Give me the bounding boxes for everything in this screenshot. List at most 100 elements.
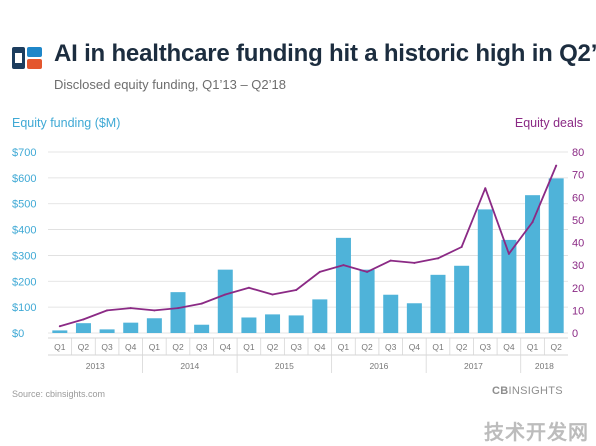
deals-series-line — [59, 165, 558, 328]
deals-point — [247, 286, 250, 289]
funding-bar — [146, 318, 162, 333]
quarter-label: Q3 — [101, 342, 113, 352]
x-axis: Q1 Q2 Q3 Q4 Q1 Q2 Q3 Q4 Q1 Q2 Q3 Q4 Q1 Q2 Q3 Q4 Q1 Q2 Q3 Q4… — [48, 337, 568, 373]
funding-bar — [99, 329, 115, 333]
quarter-label: Q1 — [54, 342, 66, 352]
funding-bar — [217, 269, 233, 333]
funding-bar — [241, 317, 257, 333]
quarter-label: Q2 — [456, 342, 468, 352]
right-tick-label: 80 — [572, 147, 584, 159]
quarter-label: Q1 — [243, 342, 255, 352]
funding-bar — [359, 269, 375, 333]
year-label: 2016 — [369, 361, 388, 371]
deals-point — [531, 221, 534, 224]
left-tick-label: $0 — [12, 328, 24, 340]
left-tick-label: $500 — [12, 199, 36, 211]
quarter-label: Q2 — [361, 342, 373, 352]
right-axis-title: Equity deals — [515, 116, 583, 130]
left-axis: $0 $100 $200 $300 $400 $500 $600 $700 — [12, 147, 36, 340]
deals-point — [224, 293, 227, 296]
source-note: Source: cbinsights.com — [12, 389, 106, 399]
funding-bar — [288, 315, 304, 333]
year-label: 2017 — [464, 361, 483, 371]
funding-bar — [265, 314, 281, 333]
quarter-label: Q1 — [527, 342, 539, 352]
brand-suffix: INSIGHTS — [508, 385, 563, 397]
watermark: 技术开发网 — [484, 422, 589, 444]
funding-bar — [454, 265, 470, 333]
funding-bars — [52, 178, 564, 333]
funding-bar — [170, 292, 186, 333]
quarter-label: Q2 — [78, 342, 90, 352]
deals-point — [295, 289, 298, 292]
deals-point — [366, 270, 369, 273]
left-tick-label: $200 — [12, 276, 36, 288]
deals-point — [342, 264, 345, 267]
year-label: 2013 — [86, 361, 105, 371]
quarter-label: Q2 — [267, 342, 279, 352]
quarter-label: Q4 — [125, 342, 137, 352]
quarter-label: Q4 — [409, 342, 421, 352]
deals-point — [82, 318, 85, 321]
chart-subtitle: Disclosed equity funding, Q1’13 – Q2’18 — [54, 77, 286, 92]
right-tick-label: 60 — [572, 192, 584, 204]
left-tick-label: $400 — [12, 225, 36, 237]
funding-bar — [312, 299, 328, 333]
quarter-label: Q1 — [149, 342, 161, 352]
quarter-label: Q1 — [338, 342, 350, 352]
deals-point — [106, 309, 109, 312]
quarter-label: Q3 — [480, 342, 492, 352]
quarter-label: Q4 — [503, 342, 515, 352]
right-tick-label: 40 — [572, 238, 584, 250]
quarter-label: Q1 — [432, 342, 444, 352]
deals-point — [460, 246, 463, 249]
deals-line — [58, 164, 558, 328]
funding-bar — [52, 330, 68, 333]
deals-point — [389, 259, 392, 262]
quarter-label: Q3 — [196, 342, 208, 352]
deals-point — [153, 309, 156, 312]
deals-point — [318, 270, 321, 273]
cb-insights-logo — [12, 47, 42, 69]
year-label: 2014 — [180, 361, 199, 371]
funding-bar — [383, 294, 399, 333]
funding-bar — [430, 274, 446, 333]
brand-prefix: CB — [492, 385, 509, 397]
funding-bar — [501, 239, 517, 333]
left-tick-label: $600 — [12, 173, 36, 185]
quarter-label: Q3 — [291, 342, 303, 352]
quarter-label: Q2 — [551, 342, 563, 352]
funding-bar — [406, 303, 422, 333]
deals-point — [129, 307, 132, 310]
left-tick-label: $300 — [12, 250, 36, 262]
funding-bar — [525, 195, 541, 333]
funding-bar — [335, 237, 351, 333]
funding-bar — [477, 209, 493, 333]
quarter-label: Q2 — [172, 342, 184, 352]
right-tick-label: 30 — [572, 260, 584, 272]
funding-bar — [123, 322, 139, 333]
quarter-label: Q4 — [314, 342, 326, 352]
deals-point — [437, 257, 439, 260]
deals-point — [200, 302, 203, 305]
left-axis-title: Equity funding ($M) — [12, 116, 120, 130]
year-label: 2015 — [275, 361, 294, 371]
funding-bar — [548, 178, 564, 333]
brand-mark: CBINSIGHTS — [492, 385, 563, 397]
deals-point — [555, 164, 558, 167]
quarter-label: Q4 — [220, 342, 232, 352]
deals-point — [484, 187, 487, 190]
quarter-label: Q3 — [385, 342, 397, 352]
left-tick-label: $700 — [12, 147, 36, 159]
right-axis: 0 10 20 30 40 50 60 70 80 — [572, 147, 584, 340]
year-label: 2018 — [535, 361, 554, 371]
right-tick-label: 50 — [572, 215, 584, 227]
left-tick-label: $100 — [12, 302, 36, 314]
deals-point — [58, 325, 61, 328]
right-tick-label: 10 — [572, 305, 584, 317]
right-tick-label: 70 — [572, 170, 584, 182]
deals-point — [413, 261, 416, 264]
right-tick-label: 20 — [572, 283, 584, 295]
funding-bar — [75, 323, 91, 333]
